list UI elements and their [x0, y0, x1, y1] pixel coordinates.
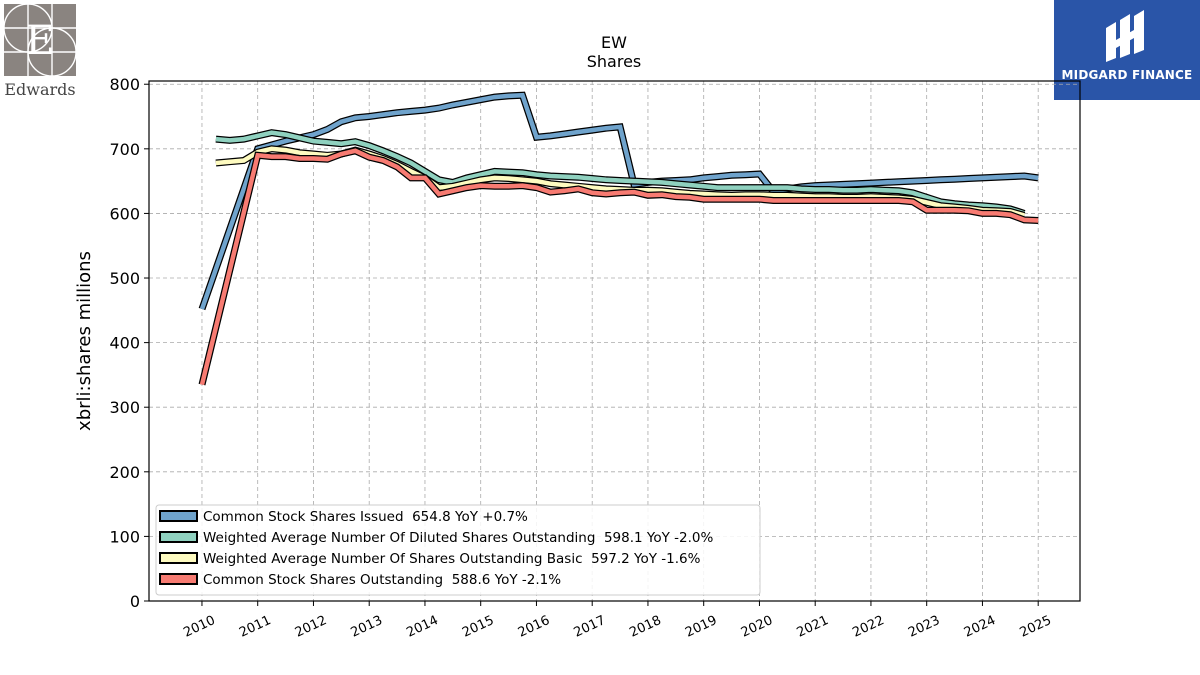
y-tick-label-600: 600: [109, 204, 140, 223]
legend-label-diluted: Weighted Average Number Of Diluted Share…: [203, 530, 714, 546]
legend: Common Stock Shares Issued 654.8 YoY +0.…: [155, 504, 761, 596]
plot-frame: [148, 80, 1081, 602]
legend-swatch-issued: [159, 510, 198, 522]
series-line-outstanding: [199, 148, 1039, 386]
y-tick-label-400: 400: [109, 334, 140, 353]
midgard-emblem-icon: [1106, 10, 1144, 62]
edwards-logo: E Edwards: [3, 3, 77, 99]
midgard-finance-name: MIDGARD FINANCE: [1061, 68, 1193, 82]
x-tick-label-2015: 2015: [460, 613, 496, 641]
x-tick-label-2023: 2023: [906, 613, 942, 641]
edwards-emblem-icon: E: [3, 3, 77, 77]
x-tick-label-2016: 2016: [516, 613, 552, 641]
edwards-logo-text: Edwards: [4, 80, 76, 99]
series-lines: [198, 91, 1039, 386]
y-tick-label-800: 800: [109, 75, 140, 94]
y-tick-label-500: 500: [109, 269, 140, 288]
chart-subtitle: Shares: [587, 52, 642, 71]
chart-title: EW: [601, 33, 627, 52]
y-tick-label-0: 0: [130, 592, 140, 611]
y-tick-label-300: 300: [109, 398, 140, 417]
series-outline-outstanding: [198, 147, 1039, 386]
y-tick-label-200: 200: [109, 463, 140, 482]
x-tick-label-2022: 2022: [850, 613, 886, 641]
x-tick-label-2024: 2024: [962, 613, 998, 641]
midgard-finance-logo: MIDGARD FINANCE: [1054, 0, 1200, 100]
x-tick-label-2012: 2012: [293, 613, 329, 641]
svg-text:E: E: [25, 18, 54, 64]
x-tick-label-2011: 2011: [237, 613, 273, 641]
y-tick-label-700: 700: [109, 140, 140, 159]
x-tick-label-2025: 2025: [1018, 613, 1054, 641]
legend-swatch-basic: [159, 552, 198, 564]
series-line-diluted: [215, 130, 1025, 216]
y-axis-label: xbrli:shares millions: [74, 251, 95, 431]
x-tick-label-2019: 2019: [683, 613, 719, 641]
legend-swatch-diluted: [159, 531, 198, 543]
x-tick-label-2013: 2013: [349, 613, 385, 641]
x-tick-label-2021: 2021: [795, 613, 831, 641]
legend-label-issued: Common Stock Shares Issued 654.8 YoY +0.…: [203, 509, 528, 525]
x-tick-label-2020: 2020: [739, 613, 775, 641]
legend-label-outstanding: Common Stock Shares Outstanding 588.6 Yo…: [203, 572, 561, 588]
legend-label-basic: Weighted Average Number Of Shares Outsta…: [203, 551, 701, 567]
x-tick-label-2017: 2017: [572, 613, 608, 641]
x-tick-label-2014: 2014: [404, 613, 440, 641]
x-tick-label-2010: 2010: [181, 613, 217, 641]
y-tick-label-100: 100: [109, 527, 140, 546]
legend-swatch-outstanding: [159, 573, 198, 585]
x-tick-label-2018: 2018: [627, 613, 663, 641]
legend-box: [155, 504, 761, 596]
